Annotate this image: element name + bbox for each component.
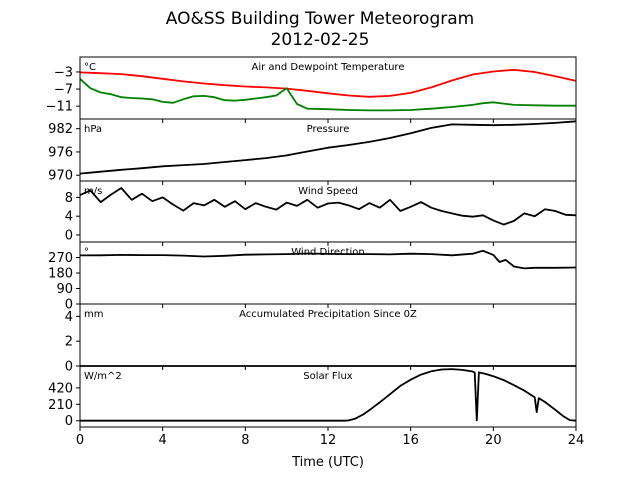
precipitation-panel-title: Accumulated Precipitation Since 0Z [239, 309, 417, 320]
x-tick-label: 8 [241, 433, 249, 448]
wind-speed-panel-title: Wind Speed [298, 186, 358, 197]
solar-flux-series-0-line [80, 368, 577, 422]
panel-precipitation: 4 2 0 mm Accumulated Precipitation Since 0Z [65, 303, 577, 375]
solar-flux-ytick-label: 210 [48, 398, 73, 413]
solar-flux-ytick-label: 0 [65, 414, 73, 429]
solar-flux-panel-title: Solar Flux [303, 371, 353, 382]
wind-direction-ytick-label: 180 [48, 267, 73, 282]
wind-speed-ytick-label: 0 [65, 228, 73, 243]
pressure-ytick-label: 982 [48, 122, 73, 137]
x-tick-label: 12 [320, 433, 337, 448]
temperature-ytick-label: −3 [54, 65, 73, 80]
wind-direction-ytick-label: 0 [65, 298, 73, 313]
temperature-series-1-line [79, 78, 576, 112]
x-tick-label: 0 [76, 433, 84, 448]
pressure-panel-title: Pressure [307, 124, 350, 135]
figure-title-line2: 2012-02-25 [271, 30, 370, 50]
wind-speed-ytick-label: 8 [65, 191, 73, 206]
wind-direction-ytick-label: 270 [48, 251, 73, 266]
panels-group: −3 −7 −11 °C Air and Dewpoint Temperature 982… [46, 56, 577, 431]
wind-direction-panel-title: Wind Direction [291, 247, 365, 258]
wind-speed-unit-label: m/s [84, 186, 102, 197]
temperature-ytick-label: −7 [54, 83, 73, 98]
pressure-series-0-line [79, 120, 577, 175]
solar-flux-ytick-label: 420 [48, 381, 73, 396]
wind-speed-series-0-line [79, 187, 577, 226]
temperature-panel-title: Air and Dewpoint Temperature [252, 62, 405, 73]
precipitation-unit-label: mm [84, 309, 103, 320]
x-tick-label: 20 [485, 433, 502, 448]
precipitation-ytick-label: 4 [65, 310, 73, 325]
pressure-ytick-label: 976 [48, 145, 73, 160]
wind-direction-series-0-line [79, 249, 577, 270]
wind-direction-unit-label: ° [84, 247, 89, 258]
x-tick-label: 24 [568, 433, 585, 448]
temperature-unit-label: °C [84, 62, 96, 73]
panel-pressure: 982 976 970 hPa Pressure [48, 118, 577, 185]
precipitation-ytick-label: 0 [65, 360, 73, 375]
precipitation-ytick-label: 2 [65, 335, 73, 350]
solar-flux-unit-label: W/m^2 [84, 371, 122, 382]
wind-direction-ytick-label: 90 [56, 282, 73, 297]
pressure-unit-label: hPa [84, 124, 102, 135]
x-axis-label: Time (UTC) [291, 455, 364, 470]
pressure-ytick-label: 970 [48, 169, 73, 184]
x-axis: 0 4 8 12 16 20 24 [76, 433, 584, 448]
wind-speed-ytick-label: 4 [65, 210, 73, 225]
figure-title-line1: AO&SS Building Tower Meteorogram [166, 9, 474, 29]
x-tick-label: 4 [159, 433, 167, 448]
temperature-series-0-line [79, 68, 577, 98]
x-tick-label: 16 [402, 433, 419, 448]
panel-temperature: −3 −7 −11 °C Air and Dewpoint Temperature [46, 56, 577, 123]
panel-wind-speed: 8 4 0 m/s Wind Speed [65, 180, 577, 246]
temperature-ytick-label: −11 [46, 100, 73, 115]
